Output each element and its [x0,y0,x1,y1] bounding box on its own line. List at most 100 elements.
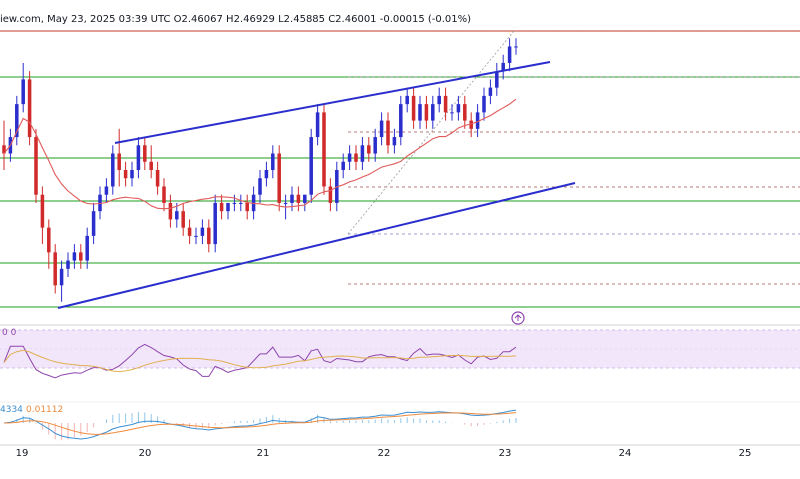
rsi-label: 0 0 [2,328,17,338]
candle-body [226,202,230,212]
candle-body [296,194,301,203]
candle-body [309,137,313,195]
candle-body [271,153,275,170]
candle-body [155,170,160,187]
candle-body [283,202,288,204]
candle-body [200,227,205,236]
candle-body [245,202,249,212]
x-tick-label: 25 [739,448,752,459]
candle-body [399,104,403,138]
candle-body [85,235,89,261]
candle-body [187,227,192,236]
candle-body [482,95,486,113]
signal-line [3,412,517,435]
candle-body [514,46,518,48]
candles-group [2,38,518,302]
candle-body [475,112,480,129]
candle-body [34,137,38,195]
candle-body [72,252,77,261]
candle-body [469,120,473,129]
candle-body [104,186,109,195]
candle-body [40,194,45,228]
candle-body [194,235,198,237]
candle-body [373,137,377,154]
candle-body [431,104,435,121]
x-tick-label: 22 [378,448,391,459]
candle-body [53,252,57,286]
candle-body [162,186,166,203]
candle-body [117,153,121,170]
candle-body [463,104,467,121]
x-tick-label: 21 [257,448,270,459]
candle-body [123,170,128,179]
candle-body [367,145,371,154]
candle-body [501,62,505,72]
candle-body [91,211,96,236]
rsi-ma-line [3,349,517,373]
candle-body [258,178,262,195]
candle-body [418,104,422,121]
candle-body [405,95,409,105]
candle-body [213,202,217,245]
candle-body [277,153,281,203]
candle-body [207,227,211,245]
candle-body [315,112,320,138]
moving-average-line [3,98,517,210]
candle-body [437,95,441,105]
candle-body [98,194,102,212]
candle-body [15,104,19,138]
x-tick-label: 24 [619,448,632,459]
x-tick-label: 19 [16,448,29,459]
candle-body [27,79,32,138]
candle-body [392,137,397,146]
lower-trendline[interactable] [57,182,576,309]
candle-body [341,161,345,170]
macd-value: 0.01112 [26,405,63,415]
candle-body [411,95,416,121]
candle-body [456,104,461,113]
candle-body [450,112,454,114]
candle-body [507,46,512,63]
x-tick-label: 23 [499,448,512,459]
candle-body [181,211,185,228]
replay-icon[interactable] [511,311,525,325]
candle-body [360,145,365,162]
candle-body [379,120,384,138]
candle-body [322,112,326,187]
candle-body [303,194,307,203]
candle-body [232,202,237,204]
candle-body [66,260,70,269]
candle-body [347,153,352,162]
rsi-line [3,343,517,379]
candle-body [59,268,64,286]
candle-body [443,95,448,113]
candle-body [79,252,83,261]
candle-body [386,120,390,146]
x-axis: 19 20 21 22 23 24 25 [16,448,752,459]
candle-body [111,153,115,187]
candle-body [2,145,6,154]
candle-body [175,211,179,220]
candle-body [354,153,358,162]
candle-body [424,104,429,121]
upper-trendline[interactable] [114,61,551,144]
macd-label: 4334 [0,405,23,415]
candle-body [239,202,243,204]
candle-body [168,202,173,220]
candle-body [130,170,134,179]
candle-body [290,194,294,203]
candle-body [47,227,51,253]
candle-body [149,161,153,170]
candle-body [143,145,147,162]
candle-body [219,202,224,212]
macd-line [3,409,517,440]
candle-body [136,145,141,170]
candle-body [264,170,269,179]
candle-body [21,79,25,105]
ohlc-header: iew.com, May 23, 2025 03:39 UTC O2.46067… [0,14,471,25]
candle-body [328,186,333,203]
candle-body [488,87,493,96]
x-tick-label: 20 [139,448,152,459]
candle-body [495,71,499,88]
